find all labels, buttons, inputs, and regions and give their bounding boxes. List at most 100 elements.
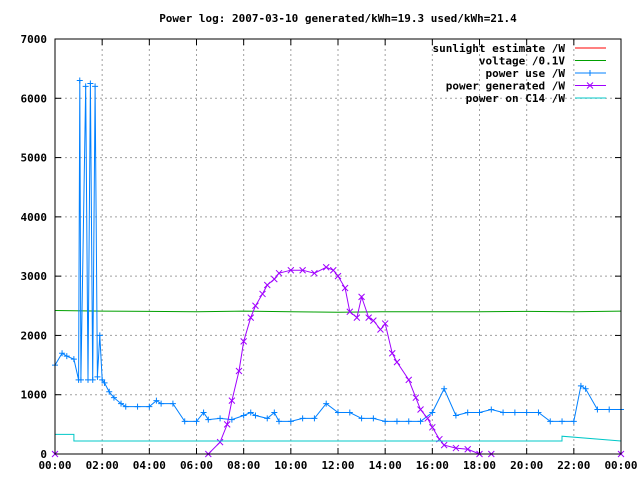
- series-point: [559, 418, 566, 425]
- series-point: [299, 266, 306, 274]
- series-point: [96, 332, 103, 339]
- series-point: [271, 409, 278, 416]
- legend-label: power on C14 /W: [466, 92, 566, 105]
- series-point: [158, 400, 165, 407]
- series-point: [417, 418, 424, 425]
- chart-title: Power log: 2007-03-10 generated/kWh=19.3…: [159, 12, 517, 25]
- x-tick-label: 04:00: [133, 459, 166, 472]
- series-point: [287, 418, 294, 425]
- series-point: [153, 397, 160, 404]
- series-point: [228, 397, 236, 404]
- series-point: [193, 418, 200, 425]
- series-point: [118, 400, 125, 407]
- series-point: [259, 290, 266, 298]
- series-point: [87, 80, 94, 87]
- series-point: [570, 418, 577, 425]
- series-point: [547, 418, 554, 425]
- series-point: [452, 412, 459, 419]
- series-point: [287, 266, 295, 274]
- legend-marker: [586, 82, 594, 89]
- y-tick-label: 7000: [21, 33, 48, 46]
- series-point: [606, 406, 613, 413]
- series-point: [311, 415, 318, 422]
- series-point: [200, 409, 207, 416]
- series-point: [511, 409, 518, 416]
- series-point: [417, 406, 424, 413]
- series-point: [412, 394, 420, 402]
- series-point: [263, 281, 271, 289]
- series-point: [353, 314, 361, 321]
- series-point: [240, 338, 248, 345]
- series-point: [217, 415, 224, 422]
- series-point: [311, 269, 318, 277]
- series-point: [89, 376, 96, 383]
- y-tick-label: 6000: [21, 92, 48, 105]
- axes: 00:00 02:00 04:00 06:00 08:00 10:00 12:00 14:00…: [21, 33, 638, 472]
- series-point: [582, 385, 589, 392]
- y-tick-label: 5000: [21, 152, 48, 165]
- series-point: [594, 406, 601, 413]
- x-tick-label: 08:00: [227, 459, 260, 472]
- y-tick-label: 2000: [21, 329, 48, 342]
- series-point: [146, 403, 153, 410]
- series-point: [523, 409, 530, 416]
- series-point: [358, 415, 365, 422]
- x-tick-label: 00:00: [604, 459, 637, 472]
- plot-area: [51, 77, 625, 458]
- series-point: [329, 266, 337, 274]
- series-point: [77, 376, 84, 383]
- series-point: [346, 308, 354, 316]
- series-point: [63, 353, 70, 360]
- series-point: [535, 409, 542, 416]
- series-point: [59, 350, 66, 357]
- series-point: [70, 356, 77, 363]
- series-point: [488, 406, 495, 413]
- series-line-4: [55, 433, 622, 442]
- series-point: [577, 382, 584, 389]
- y-tick-label: 1000: [21, 389, 48, 402]
- legend-label: voltage /0.1V: [479, 55, 565, 68]
- series-point: [247, 409, 254, 416]
- x-tick-label: 06:00: [180, 459, 213, 472]
- series-point: [240, 412, 247, 419]
- series-point: [341, 284, 349, 292]
- series-point: [393, 418, 400, 425]
- series-point: [464, 409, 471, 416]
- series-point: [381, 320, 389, 327]
- legend-label: sunlight estimate /W: [433, 42, 566, 55]
- x-tick-label: 20:00: [510, 459, 543, 472]
- x-tick-label: 02:00: [86, 459, 119, 472]
- series-point: [388, 349, 396, 357]
- series-point: [252, 302, 259, 310]
- grid: [55, 39, 621, 454]
- series-point: [440, 441, 448, 449]
- series-point: [322, 263, 330, 271]
- series-point: [365, 314, 373, 321]
- legend-label: power use /W: [486, 67, 566, 80]
- x-tick-label: 16:00: [416, 459, 449, 472]
- series-point: [464, 445, 472, 453]
- plot-border: [54, 38, 622, 455]
- x-tick-label: 12:00: [321, 459, 354, 472]
- x-tick-label: 00:00: [38, 459, 71, 472]
- series-point: [335, 409, 341, 416]
- legend-marker: [587, 70, 593, 76]
- series-point: [358, 293, 365, 301]
- series-point: [205, 416, 212, 423]
- series-point: [223, 421, 231, 428]
- series-point: [76, 77, 83, 84]
- y-tick-label: 4000: [21, 211, 48, 224]
- series-point: [122, 403, 129, 410]
- series-point: [405, 376, 413, 384]
- series-point: [82, 83, 89, 90]
- series-point: [92, 83, 99, 90]
- series-point: [106, 388, 113, 395]
- x-tick-label: 22:00: [557, 459, 590, 472]
- series-point: [382, 418, 389, 425]
- series-point: [228, 416, 235, 423]
- series-point: [405, 418, 412, 425]
- series-point: [247, 314, 255, 321]
- series-point: [476, 409, 483, 416]
- x-tick-label: 18:00: [463, 459, 496, 472]
- series-point: [169, 400, 176, 407]
